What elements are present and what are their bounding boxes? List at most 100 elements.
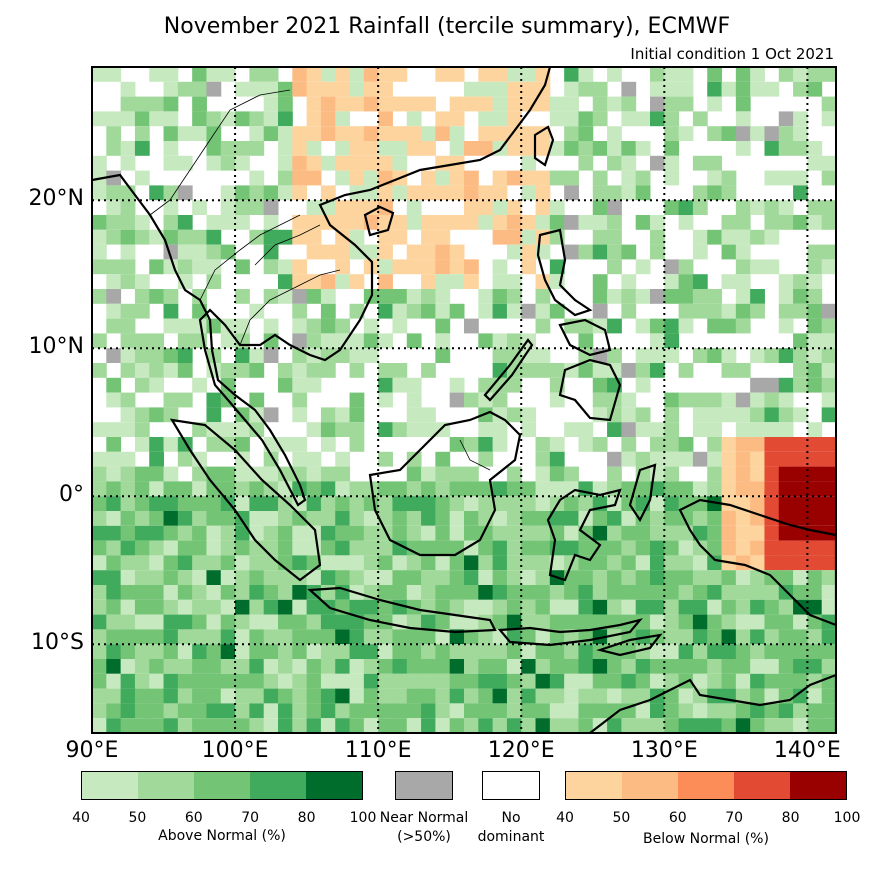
above-normal-label: Above Normal (%) — [158, 828, 286, 844]
tercile-cell — [621, 570, 637, 585]
tercile-cell — [778, 67, 794, 82]
tercile-cell — [163, 289, 179, 304]
tercile-cell — [263, 496, 279, 511]
tercile-cell — [692, 481, 708, 497]
tercile-cell — [707, 673, 723, 689]
tercile-cell — [478, 570, 494, 585]
tercile-cell — [421, 718, 436, 733]
tercile-cell — [378, 481, 393, 497]
tercile-cell — [521, 659, 537, 674]
tercile-cell — [721, 274, 737, 289]
tercile-cell — [621, 644, 637, 659]
tercile-cell — [764, 496, 780, 511]
tercile-cell — [421, 585, 436, 600]
tercile-cell — [421, 511, 436, 526]
tercile-cell — [263, 185, 279, 201]
tercile-cell — [564, 111, 579, 127]
tercile-cell — [392, 259, 408, 275]
tercile-cell — [492, 496, 508, 511]
tercile-cell — [449, 525, 465, 541]
tercile-cell — [492, 215, 508, 230]
tercile-cell — [421, 303, 436, 319]
tercile-cell — [778, 274, 794, 289]
tercile-cell — [235, 659, 250, 674]
tercile-cell — [821, 363, 836, 378]
tercile-cell — [421, 126, 436, 141]
tercile-cell — [149, 511, 165, 526]
tercile-cell — [692, 244, 708, 260]
tercile-cell — [192, 644, 207, 659]
tercile-cell — [235, 688, 250, 704]
tercile-cell — [363, 333, 379, 349]
tercile-cell — [177, 511, 193, 526]
tercile-cell — [764, 614, 780, 630]
tercile-cell — [320, 363, 336, 378]
tercile-cell — [621, 170, 637, 186]
tercile-cell — [149, 229, 165, 245]
tercile-cell — [464, 599, 479, 615]
tercile-cell — [335, 703, 351, 719]
tercile-cell — [678, 585, 694, 600]
tercile-cell — [650, 451, 665, 467]
tercile-cell — [707, 570, 723, 585]
tercile-cell — [220, 585, 236, 600]
tercile-cell — [492, 555, 508, 571]
tercile-cell — [263, 466, 279, 482]
tercile-cell — [306, 673, 322, 689]
tercile-cell — [406, 200, 422, 215]
tercile-cell — [106, 67, 122, 82]
tercile-cell — [821, 392, 836, 408]
tercile-cell — [220, 155, 236, 171]
tercile-cell — [421, 407, 436, 423]
tercile-cell — [206, 570, 222, 585]
tercile-cell — [664, 96, 680, 112]
tercile-cell — [206, 466, 222, 482]
tercile-cell — [378, 81, 393, 97]
tercile-cell — [521, 599, 537, 615]
tercile-cell — [464, 555, 479, 571]
tercile-cell — [535, 555, 551, 571]
tercile-cell — [721, 407, 737, 423]
tercile-cell — [106, 348, 122, 363]
tercile-cell — [206, 392, 222, 408]
tercile-cell — [378, 377, 393, 393]
tercile-cell — [692, 570, 708, 585]
tercile-cell — [692, 111, 708, 127]
tercile-cell — [320, 555, 336, 571]
tercile-cell — [821, 111, 836, 127]
tercile-cell — [821, 599, 836, 615]
tercile-cell — [192, 377, 207, 393]
tercile-cell — [592, 570, 608, 585]
tercile-cell — [363, 170, 379, 186]
tercile-cell — [163, 614, 179, 630]
tercile-cell — [793, 377, 808, 393]
tercile-cell — [464, 200, 479, 215]
tercile-cell — [692, 511, 708, 526]
tercile-cell — [363, 659, 379, 674]
tercile-cell — [750, 437, 765, 452]
tercile-cell — [735, 599, 751, 615]
tercile-cell — [106, 303, 122, 319]
tercile-cell — [363, 570, 379, 585]
tercile-cell — [278, 481, 293, 497]
tercile-cell — [320, 703, 336, 719]
tercile-cell — [220, 688, 236, 704]
tercile-cell — [707, 496, 723, 511]
tercile-cell — [192, 540, 207, 556]
tercile-cell — [607, 67, 622, 82]
tercile-cell — [650, 215, 665, 230]
tercile-cell — [92, 659, 107, 674]
tercile-cell — [735, 525, 751, 541]
tercile-cell — [592, 555, 608, 571]
tercile-cell — [349, 496, 365, 511]
tercile-cell — [378, 451, 393, 467]
hainan-coastline — [363, 205, 395, 237]
tercile-cell — [821, 200, 836, 215]
tercile-cell — [120, 141, 136, 156]
tercile-cell — [206, 111, 222, 127]
tercile-cell — [492, 185, 508, 201]
tercile-cell — [335, 466, 351, 482]
tercile-cell — [750, 703, 765, 719]
tercile-cell — [320, 644, 336, 659]
tercile-cell — [564, 141, 579, 156]
